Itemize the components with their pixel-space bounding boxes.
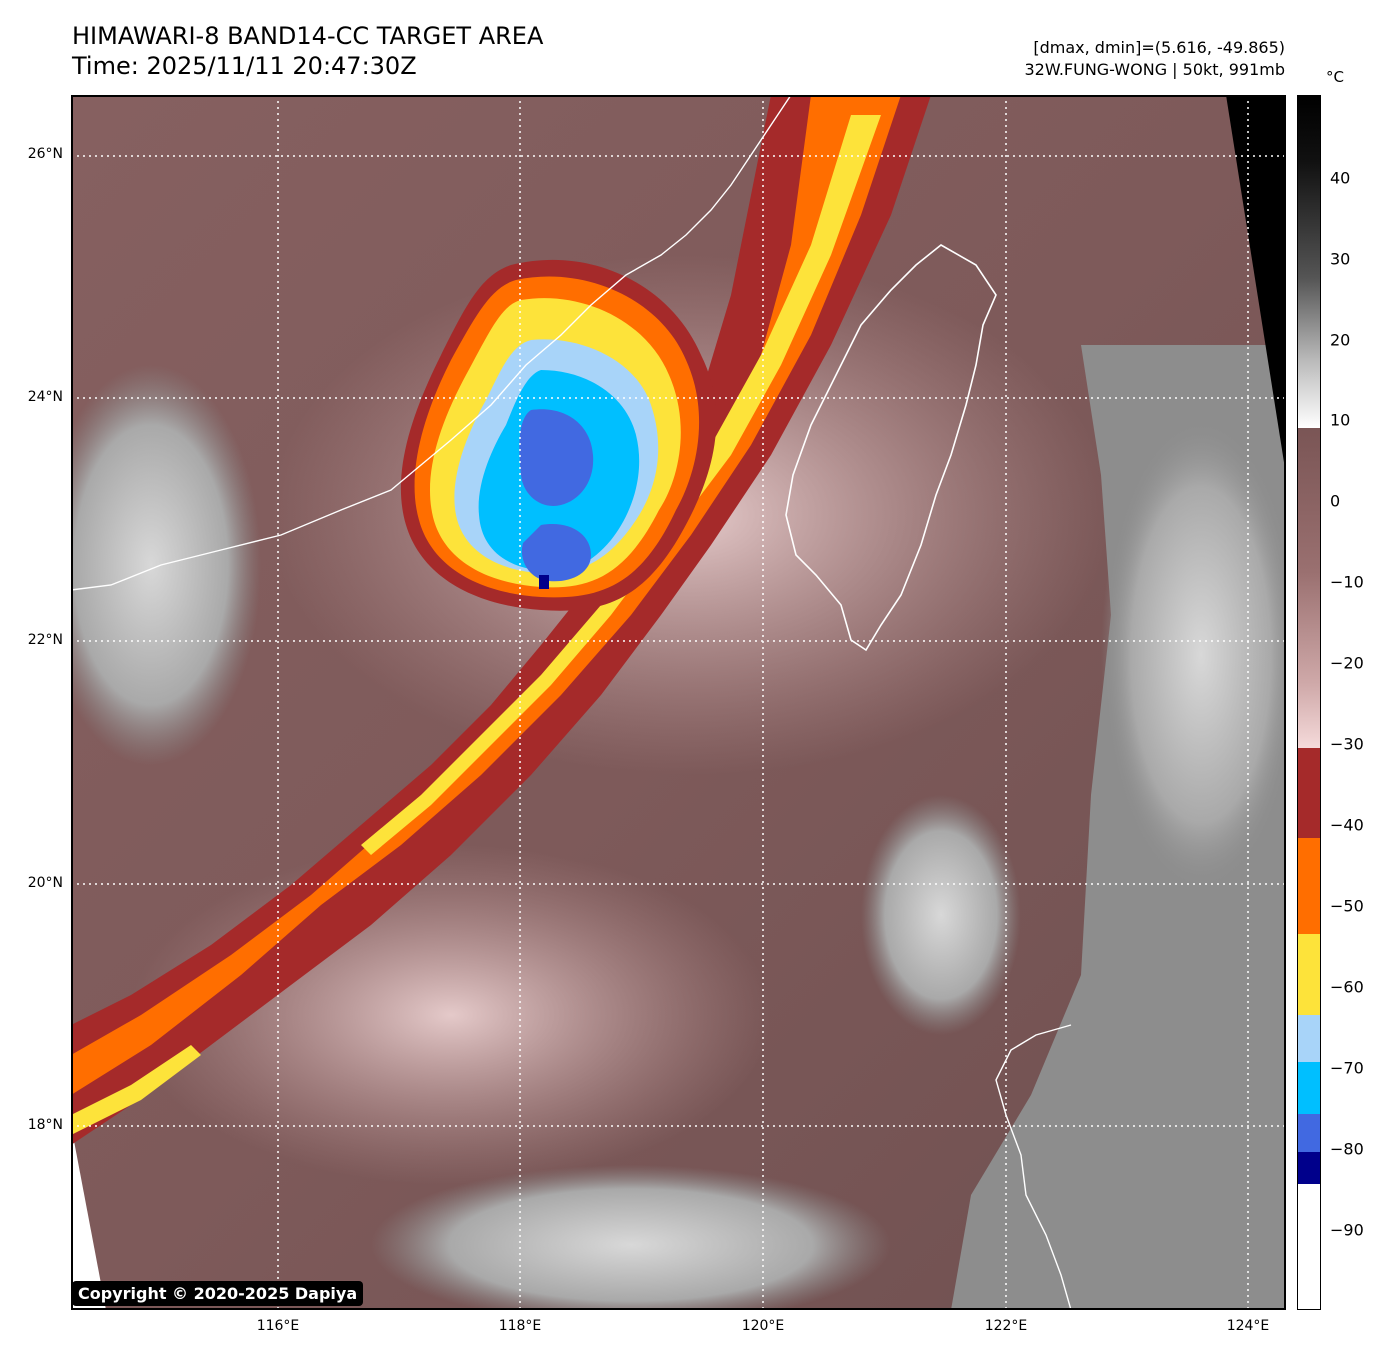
lat-label-22n: 22°N [27, 632, 63, 648]
no-data-corner [1226, 95, 1286, 475]
grey-cloud-patch-west [71, 365, 261, 765]
colorbar-navy-segment [1297, 1152, 1321, 1184]
map-border [71, 95, 1286, 1310]
cold-band-orange [71, 95, 901, 1095]
time-stamp: Time: 2025/11/11 20:47:30Z [72, 52, 417, 80]
colorbar-tick-minus80: −80 [1330, 1139, 1364, 1159]
colorbar-tick-minus50: −50 [1330, 896, 1364, 916]
cold-band-red [71, 95, 931, 1145]
colorbar-blue-segment [1297, 1114, 1321, 1152]
grey-cloud-patch-east [1101, 415, 1286, 895]
grey-cloud-patch-south [371, 1165, 891, 1310]
china-coastline [71, 95, 792, 591]
colorbar-warm-segment [1297, 428, 1321, 748]
lon-label-122e: 122°E [984, 1318, 1028, 1334]
colorbar-tick-20: 20 [1330, 330, 1351, 350]
cold-band-yellow-south [71, 1045, 201, 1135]
colorbar-unit: °C [1326, 68, 1344, 86]
lon-label-118e: 118°E [498, 1318, 542, 1334]
colorbar-white-segment [1297, 1184, 1321, 1310]
colorbar-tick-minus60: −60 [1330, 977, 1364, 997]
lat-label-20n: 20°N [27, 875, 63, 891]
lon-label-120e: 120°E [741, 1318, 785, 1334]
taiwan-coastline [785, 244, 997, 652]
storm-info: 32W.FUNG-WONG | 50kt, 991mb [1024, 60, 1285, 79]
colorbar-border [1297, 95, 1321, 1310]
colorbar-tick-minus10: −10 [1330, 572, 1364, 592]
colorbar-red-segment [1297, 748, 1321, 838]
colorbar-light-blue-segment [1297, 1015, 1321, 1062]
colorbar-cyan-segment [1297, 1062, 1321, 1114]
cold-band-yellow [361, 115, 881, 855]
core-navy [539, 575, 549, 589]
chart-title: HIMAWARI-8 BAND14-CC TARGET AREA [72, 22, 544, 50]
core-blue [519, 409, 594, 582]
lat-label-18n: 18°N [27, 1117, 63, 1133]
lat-label-24n: 24°N [27, 389, 63, 405]
grey-cloud-patch-center [861, 795, 1021, 1035]
colorbar-tick-minus90: −90 [1330, 1220, 1364, 1240]
colorbar-tick-minus40: −40 [1330, 815, 1364, 835]
copyright-badge: Copyright © 2020-2025 Dapiya [72, 1281, 364, 1306]
lon-label-116e: 116°E [256, 1318, 300, 1334]
colorbar-yellow-segment [1297, 934, 1321, 1015]
graticule [71, 95, 1286, 1310]
colorbar-tick-minus70: −70 [1330, 1058, 1364, 1078]
colorbar-tick-0: 0 [1330, 491, 1341, 511]
lon-label-124e: 124°E [1226, 1318, 1270, 1334]
satellite-map [71, 95, 1286, 1310]
colorbar-tick-minus30: −30 [1330, 734, 1364, 754]
colorbar-tick-minus20: −20 [1330, 653, 1364, 673]
lat-label-26n: 26°N [27, 146, 63, 162]
dmax-dmin-readout: [dmax, dmin]=(5.616, -49.865) [1033, 38, 1285, 57]
colorbar-orange-segment [1297, 838, 1321, 934]
colorbar-tick-40: 40 [1330, 168, 1351, 188]
colorbar [1297, 95, 1321, 1310]
luzon-coastline [995, 1024, 1072, 1310]
colorbar-tick-30: 30 [1330, 249, 1351, 269]
no-data-corner-sw [71, 1125, 106, 1310]
colorbar-grey-segment [1297, 95, 1321, 428]
colorbar-tick-10: 10 [1330, 410, 1351, 430]
